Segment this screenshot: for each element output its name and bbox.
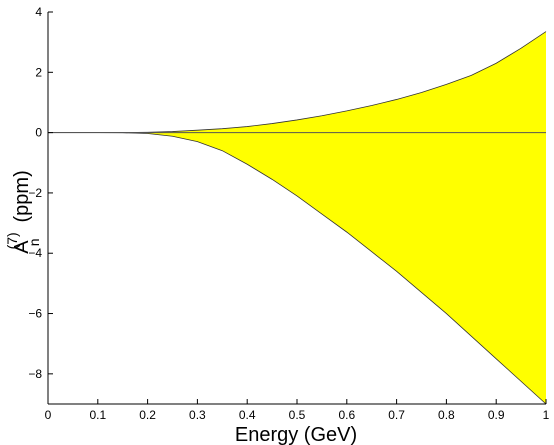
x-tick-label: 0.6 [338,408,355,422]
y-axis-label-superscript: (7) [4,232,20,249]
x-tick-label: 0 [45,408,52,422]
y-tick-label: −4 [28,246,42,260]
x-tick-label: 0.3 [189,408,206,422]
y-tick-label: −8 [28,367,42,381]
y-axis-label-base: A [11,240,33,254]
lower-bound-line [48,132,547,405]
band-fill [48,31,546,404]
y-axis-label-subscript: n [26,238,42,246]
y-tick-label: 4 [35,5,42,19]
x-tick-labels: 0 0.1 0.2 0.3 0.4 0.5 0.6 0.7 0.8 0.9 1 [45,408,550,422]
x-tick-label: 1 [543,408,550,422]
y-tick-labels: 4 2 0 −2 −4 −6 −8 [28,5,42,381]
y-tick-label: 2 [35,65,42,79]
x-tick-label: 0.4 [239,408,256,422]
y-tick-label: −2 [28,186,42,200]
band-layer [48,31,547,405]
y-axis-label: A (7) n (ppm) [4,170,43,254]
x-tick-label: 0.2 [139,408,156,422]
x-tick-label: 0.5 [289,408,306,422]
y-axis-label-group: A (7) n (ppm) [4,170,43,254]
y-tick-label: −6 [28,307,42,321]
x-tick-label: 0.9 [488,408,505,422]
x-tick-label: 0.8 [438,408,455,422]
x-tick-label: 0.1 [89,408,106,422]
axis-layer [47,11,547,405]
y-tick-label: 0 [35,126,42,140]
y-axis-label-unit: (ppm) [11,170,33,222]
x-axis-label: Energy (GeV) [235,424,357,445]
x-tick-label: 0.7 [388,408,405,422]
